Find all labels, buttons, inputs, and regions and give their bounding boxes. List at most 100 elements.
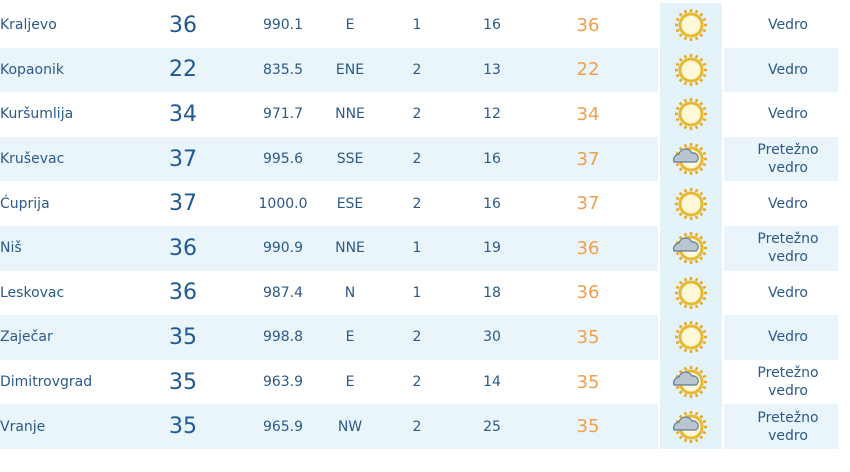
feels-like: 36 — [576, 14, 600, 36]
table-row: Kruševac 37 995.6 SSE 2 16 37 Pretežno vedro — [0, 136, 838, 182]
description-text: Vedro — [767, 195, 808, 212]
weather-icon — [673, 143, 707, 176]
feels-like: 37 — [576, 148, 600, 170]
table-row: Kraljevo 36 990.1 E 1 16 36 Vedro — [0, 3, 838, 48]
table-row: Niš 36 990.9 NNE 1 19 36 Pretežno vedro — [0, 226, 838, 271]
humidity: 13 — [483, 61, 501, 78]
humidity: 25 — [483, 418, 501, 435]
temperature: 35 — [169, 324, 197, 350]
weather-icon — [673, 366, 707, 399]
feels-like: 35 — [576, 326, 600, 348]
weather-icon — [675, 321, 707, 354]
wind-speed: 2 — [412, 374, 422, 391]
wind-speed: 1 — [412, 240, 422, 257]
pressure: 963.9 — [262, 374, 304, 391]
description: Pretežno vedro — [738, 360, 838, 405]
description: Vedro — [738, 181, 838, 226]
pressure: 965.9 — [262, 418, 304, 435]
feels-like: 22 — [576, 59, 600, 81]
weather-icon — [658, 270, 724, 316]
humidity: 14 — [483, 374, 501, 391]
feels-like: 36 — [576, 282, 600, 304]
wind-direction: NW — [337, 418, 363, 435]
weather-icon — [673, 232, 707, 265]
description: Vedro — [738, 92, 838, 137]
wind-direction: NNE — [335, 240, 365, 257]
city-name: Dimitrovgrad — [0, 374, 93, 391]
city-name: Kopaonik — [0, 61, 64, 78]
weather-icon — [658, 315, 724, 360]
humidity: 30 — [483, 329, 501, 346]
description-text: Vedro — [767, 284, 808, 301]
pressure: 835.5 — [262, 61, 304, 78]
weather-icon — [675, 9, 707, 42]
table-row: Dimitrovgrad 35 963.9 E 2 14 35 Pretežno vedro — [0, 359, 838, 405]
weather-icon — [658, 359, 724, 405]
pressure: 1000.0 — [258, 195, 308, 212]
table-row: Vranje 35 965.9 NW 2 25 35 Pretežno vedro — [0, 404, 838, 449]
temperature: 36 — [169, 12, 197, 38]
humidity: 16 — [483, 17, 501, 34]
temperature: 37 — [169, 146, 197, 172]
wind-direction: E — [345, 329, 355, 346]
weather-icon — [673, 410, 707, 443]
table-row: Zaječar 35 998.8 E 2 30 35 Vedro — [0, 315, 838, 360]
description-text: Pretežno vedro — [757, 142, 819, 177]
pressure: 990.9 — [262, 240, 304, 257]
weather-icon — [675, 53, 707, 86]
weather-icon — [658, 226, 724, 271]
temperature: 34 — [169, 101, 197, 127]
city-name: Niš — [0, 240, 22, 257]
feels-like: 34 — [576, 103, 600, 125]
weather-icon — [658, 404, 724, 449]
pressure: 987.4 — [262, 284, 304, 301]
description-text: Pretežno vedro — [757, 231, 819, 266]
temperature: 37 — [169, 191, 197, 217]
wind-speed: 2 — [412, 418, 422, 435]
wind-direction: N — [344, 284, 356, 301]
weather-icon — [658, 136, 724, 182]
temperature: 35 — [169, 369, 197, 395]
description: Vedro — [738, 271, 838, 316]
city-name: Leskovac — [0, 284, 65, 301]
temperature: 36 — [169, 280, 197, 306]
table-row: Ćuprija 37 1000.0 ESE 2 16 37 Vedro — [0, 181, 838, 226]
city-name: Zaječar — [0, 329, 53, 346]
humidity: 16 — [483, 151, 501, 168]
humidity: 12 — [483, 106, 501, 123]
table-row: Leskovac 36 987.4 N 1 18 36 Vedro — [0, 270, 838, 316]
wind-speed: 2 — [412, 61, 422, 78]
weather-icon — [658, 181, 724, 226]
temperature: 36 — [169, 235, 197, 261]
wind-direction: ESE — [336, 195, 364, 212]
description-text: Pretežno vedro — [757, 365, 819, 400]
feels-like: 36 — [576, 237, 600, 259]
humidity: 18 — [483, 284, 501, 301]
wind-speed: 1 — [412, 17, 422, 34]
city-name: Kuršumlija — [0, 106, 74, 123]
description: Pretežno vedro — [738, 137, 838, 182]
feels-like: 35 — [576, 371, 600, 393]
description: Vedro — [738, 315, 838, 360]
city-name: Vranje — [0, 418, 46, 435]
description-text: Vedro — [767, 17, 808, 34]
temperature: 35 — [169, 414, 197, 440]
feels-like: 37 — [576, 193, 600, 215]
wind-direction: E — [345, 374, 355, 391]
weather-icon — [675, 187, 707, 220]
wind-speed: 2 — [412, 106, 422, 123]
description-text: Vedro — [767, 329, 808, 346]
description: Pretežno vedro — [738, 404, 838, 449]
weather-icon — [658, 47, 724, 93]
weather-icon — [675, 276, 707, 309]
table-row: Kopaonik 22 835.5 ENE 2 13 22 Vedro — [0, 47, 838, 93]
wind-speed: 2 — [412, 151, 422, 168]
temperature: 22 — [169, 57, 197, 83]
humidity: 19 — [483, 240, 501, 257]
table-row: Kuršumlija 34 971.7 NNE 2 12 34 Vedro — [0, 92, 838, 137]
description: Vedro — [738, 3, 838, 48]
description-text: Vedro — [767, 61, 808, 78]
description-text: Pretežno vedro — [757, 409, 819, 444]
pressure: 971.7 — [262, 106, 304, 123]
